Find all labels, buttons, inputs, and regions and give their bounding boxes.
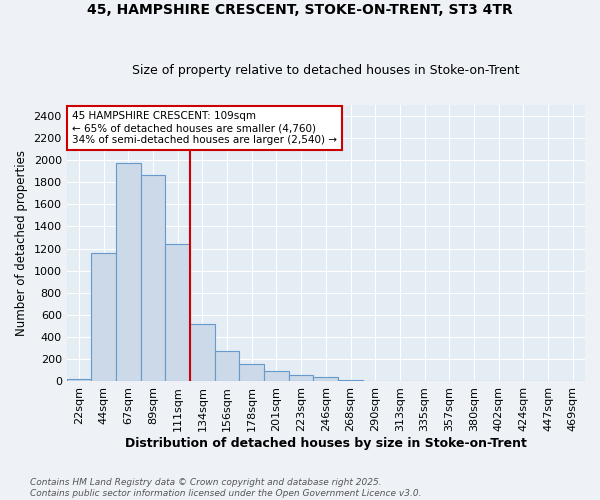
X-axis label: Distribution of detached houses by size in Stoke-on-Trent: Distribution of detached houses by size … (125, 437, 527, 450)
Bar (190, 324, 215, 382)
Text: 45 HAMPSHIRE CRESCENT: 109sqm
← 65% of detached houses are smaller (4,760)
34% o: 45 HAMPSHIRE CRESCENT: 109sqm ← 65% of d… (72, 112, 337, 144)
Y-axis label: Number of detached properties: Number of detached properties (15, 150, 28, 336)
Bar (215, 351, 239, 382)
Bar (116, 164, 141, 382)
Bar (388, 381, 412, 382)
Bar (141, 176, 166, 382)
Bar (338, 380, 363, 382)
Bar (91, 253, 116, 382)
Bar (166, 244, 190, 382)
Bar (289, 376, 313, 382)
Text: 45, HAMPSHIRE CRESCENT, STOKE-ON-TRENT, ST3 4TR: 45, HAMPSHIRE CRESCENT, STOKE-ON-TRENT, … (87, 2, 513, 16)
Bar (264, 372, 289, 382)
Bar (239, 364, 264, 382)
Bar (67, 378, 91, 382)
Bar (363, 381, 388, 382)
Title: Size of property relative to detached houses in Stoke-on-Trent: Size of property relative to detached ho… (132, 64, 520, 77)
Text: Contains HM Land Registry data © Crown copyright and database right 2025.
Contai: Contains HM Land Registry data © Crown c… (30, 478, 421, 498)
Bar (313, 377, 338, 382)
